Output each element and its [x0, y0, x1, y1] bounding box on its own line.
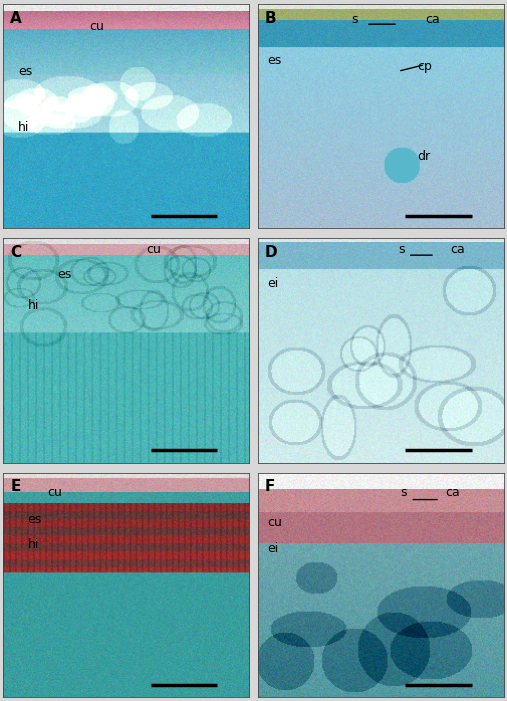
Text: ca: ca: [445, 486, 459, 499]
Text: E: E: [11, 479, 21, 494]
Text: ei: ei: [267, 543, 279, 555]
Text: D: D: [265, 245, 277, 260]
Text: B: B: [265, 11, 276, 26]
Text: C: C: [11, 245, 21, 260]
Text: cu: cu: [146, 243, 161, 256]
Text: cu: cu: [89, 20, 104, 33]
Text: s: s: [401, 486, 407, 499]
Text: cp: cp: [418, 60, 432, 74]
Text: A: A: [11, 11, 22, 26]
Text: ei: ei: [267, 277, 279, 290]
Text: hi: hi: [28, 299, 39, 312]
Text: ca: ca: [450, 243, 464, 256]
Text: hi: hi: [28, 538, 39, 551]
Text: es: es: [267, 53, 281, 67]
Text: hi: hi: [18, 121, 29, 134]
Text: ca: ca: [425, 13, 440, 26]
Text: dr: dr: [418, 150, 431, 163]
Text: F: F: [265, 479, 275, 494]
Text: es: es: [18, 64, 32, 78]
Text: s: s: [398, 243, 405, 256]
Text: es: es: [28, 513, 42, 526]
Text: cu: cu: [47, 486, 62, 499]
Text: s: s: [351, 13, 357, 26]
Text: cu: cu: [267, 515, 282, 529]
Text: es: es: [57, 268, 71, 280]
